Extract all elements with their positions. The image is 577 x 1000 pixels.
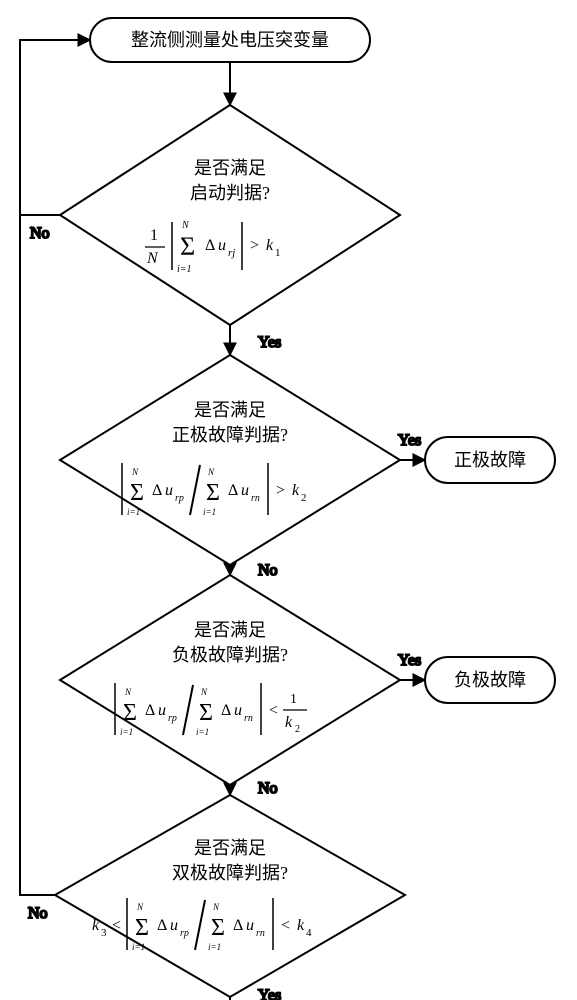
svg-text:N: N	[181, 220, 190, 231]
svg-text:u: u	[165, 482, 173, 499]
svg-text:1: 1	[290, 692, 297, 707]
svg-text:>: >	[250, 237, 259, 254]
svg-text:i=1: i=1	[196, 727, 209, 737]
d4-line2: 双极故障判据?	[172, 863, 288, 883]
svg-text:rj: rj	[228, 247, 235, 259]
svg-text:u: u	[241, 482, 249, 499]
svg-text:Σ: Σ	[130, 480, 144, 506]
rpos-text: 正极故障	[454, 450, 526, 470]
node-r-pos: 正极故障	[425, 437, 555, 483]
svg-text:k: k	[285, 714, 293, 731]
svg-text:N: N	[207, 467, 215, 477]
svg-text:Δ: Δ	[233, 917, 243, 934]
svg-text:i=1: i=1	[203, 507, 216, 517]
svg-text:i=1: i=1	[208, 942, 221, 952]
label-d2-yes: Yes	[398, 432, 421, 449]
svg-text:rn: rn	[244, 713, 253, 724]
svg-text:Δ: Δ	[157, 917, 167, 934]
svg-text:Σ: Σ	[199, 700, 213, 726]
svg-text:Δ: Δ	[152, 482, 162, 499]
svg-text:k: k	[297, 917, 305, 934]
node-d4: 是否满足 双极故障判据? k3 < Σ N i=1 Δu rp Σ N i=1 …	[55, 795, 405, 997]
svg-text:1: 1	[275, 247, 281, 259]
d4-line1: 是否满足	[194, 838, 266, 858]
d1-line2: 启动判据?	[190, 183, 270, 203]
svg-text:Σ: Σ	[206, 480, 220, 506]
svg-text:Δ: Δ	[221, 702, 231, 719]
svg-text:Σ: Σ	[180, 232, 195, 261]
svg-text:i=1: i=1	[120, 727, 133, 737]
svg-text:N: N	[200, 687, 208, 697]
node-start: 整流侧测量处电压突变量	[90, 18, 370, 62]
svg-text:rn: rn	[256, 928, 265, 939]
svg-text:Δ: Δ	[228, 482, 238, 499]
d3-line1: 是否满足	[194, 620, 266, 640]
label-d4-no: No	[28, 905, 48, 922]
label-d2-no: No	[258, 562, 278, 579]
svg-text:2: 2	[301, 492, 307, 504]
svg-text:Σ: Σ	[135, 915, 149, 941]
label-d1-yes: Yes	[258, 334, 281, 351]
svg-text:Δ: Δ	[205, 237, 215, 254]
svg-text:4: 4	[306, 927, 312, 939]
svg-text:u: u	[246, 917, 254, 934]
svg-text:Δ: Δ	[145, 702, 155, 719]
label-d1-no: No	[30, 225, 50, 242]
svg-text:i=1: i=1	[132, 942, 145, 952]
svg-text:k: k	[292, 482, 300, 499]
svg-text:i=1: i=1	[127, 507, 140, 517]
svg-text:rp: rp	[180, 928, 189, 939]
start-text: 整流侧测量处电压突变量	[131, 30, 329, 50]
rneg-text: 负极故障	[454, 670, 526, 690]
svg-text:Σ: Σ	[211, 915, 225, 941]
svg-text:N: N	[124, 687, 132, 697]
svg-text:rn: rn	[251, 493, 260, 504]
d1-line1: 是否满足	[194, 158, 266, 178]
svg-text:u: u	[170, 917, 178, 934]
svg-text:u: u	[218, 237, 226, 254]
svg-text:N: N	[131, 467, 139, 477]
svg-text:k: k	[92, 917, 100, 934]
svg-text:u: u	[234, 702, 242, 719]
d2-line1: 是否满足	[194, 400, 266, 420]
svg-text:3: 3	[101, 927, 107, 939]
svg-text:Σ: Σ	[123, 700, 137, 726]
node-r-neg: 负极故障	[425, 657, 555, 703]
label-d3-no: No	[258, 780, 278, 797]
svg-text:<: <	[281, 917, 290, 934]
svg-text:2: 2	[295, 724, 300, 735]
svg-text:rp: rp	[168, 713, 177, 724]
node-d1: 是否满足 启动判据? 1 N Σ N i=1 Δu rj > k1	[60, 105, 400, 325]
svg-text:N: N	[136, 902, 144, 912]
node-d3: 是否满足 负极故障判据? Σ N i=1 Δu rp Σ N i=1 Δu rn…	[60, 575, 400, 785]
svg-text:<: <	[269, 702, 278, 719]
label-d4-yes: Yes	[258, 987, 281, 1000]
svg-text:N: N	[212, 902, 220, 912]
edge-d4-loop	[20, 215, 55, 895]
d2-line2: 正极故障判据?	[172, 425, 288, 445]
svg-text:1: 1	[150, 227, 158, 244]
node-d2: 是否满足 正极故障判据? Σ N i=1 Δu rp Σ N i=1 Δu rn…	[60, 355, 400, 565]
svg-text:i=1: i=1	[177, 264, 192, 275]
svg-text:N: N	[146, 250, 159, 267]
label-d3-yes: Yes	[398, 652, 421, 669]
svg-text:k: k	[266, 237, 274, 254]
svg-text:<: <	[112, 917, 121, 934]
svg-text:u: u	[158, 702, 166, 719]
svg-text:>: >	[276, 482, 285, 499]
d3-line2: 负极故障判据?	[172, 645, 288, 665]
edge-d1-loop	[20, 40, 90, 215]
svg-text:rp: rp	[175, 493, 184, 504]
